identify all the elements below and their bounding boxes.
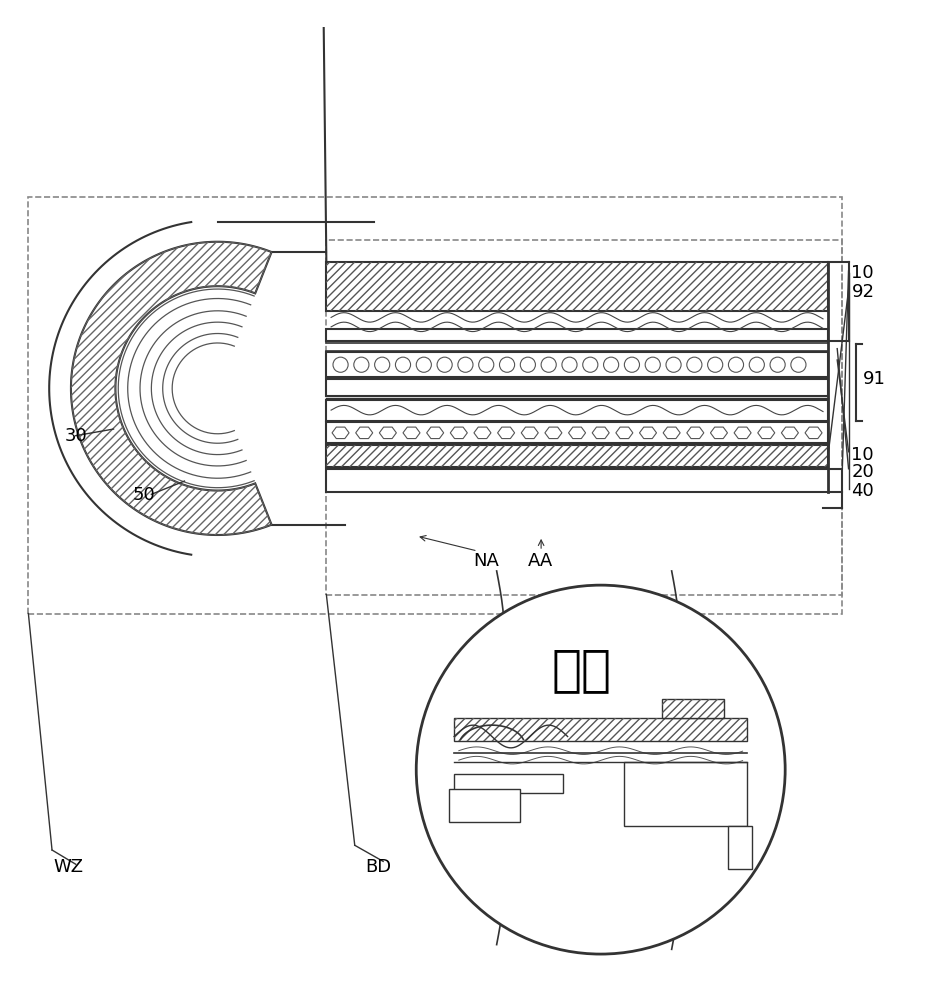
Bar bbox=[326, 329, 828, 341]
Bar bbox=[662, 699, 724, 718]
Bar bbox=[326, 262, 828, 311]
Bar bbox=[326, 445, 828, 467]
Text: AA: AA bbox=[528, 552, 553, 570]
Bar bbox=[454, 774, 563, 793]
Text: 92: 92 bbox=[851, 283, 874, 301]
Bar bbox=[449, 789, 520, 822]
Text: 10: 10 bbox=[851, 446, 874, 464]
Text: 91: 91 bbox=[863, 370, 885, 388]
Bar bbox=[454, 718, 747, 741]
Text: 40: 40 bbox=[851, 482, 874, 500]
Circle shape bbox=[416, 585, 785, 954]
Bar bbox=[326, 469, 842, 492]
Bar bbox=[326, 262, 828, 311]
Bar bbox=[624, 762, 747, 826]
Text: 虹吸: 虹吸 bbox=[552, 646, 612, 694]
Text: NA: NA bbox=[473, 552, 499, 570]
Bar bbox=[326, 352, 828, 377]
Bar bbox=[326, 445, 828, 467]
Text: 20: 20 bbox=[851, 463, 874, 481]
Text: BD: BD bbox=[365, 858, 392, 876]
Bar bbox=[662, 699, 724, 718]
Bar bbox=[326, 379, 828, 396]
Bar bbox=[326, 422, 828, 443]
Bar bbox=[326, 400, 828, 421]
Polygon shape bbox=[71, 242, 272, 535]
Bar bbox=[454, 718, 747, 741]
Text: 50: 50 bbox=[132, 486, 155, 504]
Text: WZ: WZ bbox=[53, 858, 83, 876]
Text: 30: 30 bbox=[64, 427, 87, 445]
Bar bbox=[728, 826, 752, 869]
Text: 10: 10 bbox=[851, 264, 874, 282]
